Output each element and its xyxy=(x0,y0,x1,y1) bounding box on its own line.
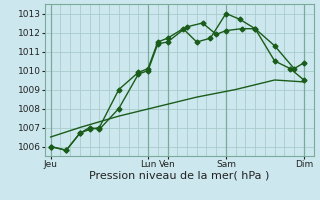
X-axis label: Pression niveau de la mer( hPa ): Pression niveau de la mer( hPa ) xyxy=(89,171,269,181)
